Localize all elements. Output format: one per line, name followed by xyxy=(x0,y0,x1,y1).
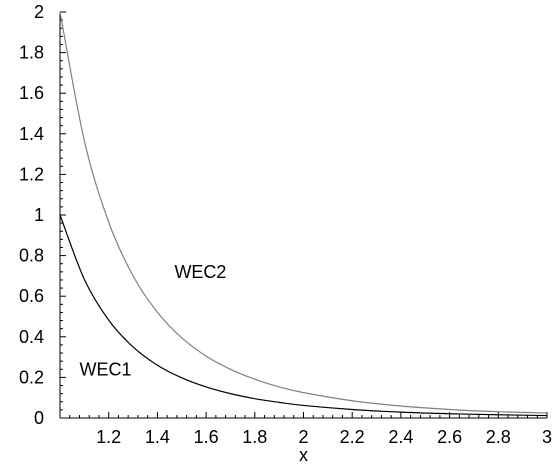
x-tick-label: 2.8 xyxy=(486,427,511,447)
series-line-wec2 xyxy=(59,11,548,414)
x-tick-label: 1.2 xyxy=(96,427,121,447)
x-tick-label: 2.2 xyxy=(340,427,365,447)
x-tick-label: 3 xyxy=(542,427,552,447)
y-tick-label: 0 xyxy=(34,408,44,428)
axes xyxy=(59,11,548,419)
y-tick-label: 1.2 xyxy=(19,164,44,184)
y-tick-label: 1.6 xyxy=(19,83,44,103)
y-tick-label: 0.8 xyxy=(19,246,44,266)
y-tick-label: 0.2 xyxy=(19,367,44,387)
curves xyxy=(59,11,548,417)
y-tick-label: 1 xyxy=(34,205,44,225)
labels: 0 0.2 0.4 0.6 0.8 1 1.2 1.4 1.6 1.8 2 1.2 1.4 1.6 1.8 2… xyxy=(19,2,552,464)
series-line-wec1 xyxy=(59,214,548,417)
series-label-wec1: WEC1 xyxy=(79,359,131,379)
y-tick-label: 1.4 xyxy=(19,124,44,144)
series-label-wec2: WEC2 xyxy=(174,262,226,282)
y-tick-label: 0.6 xyxy=(19,286,44,306)
x-tick-label: 2 xyxy=(298,427,308,447)
x-tick-label: 1.8 xyxy=(242,427,267,447)
x-axis-title: x xyxy=(299,445,308,464)
x-tick-label: 1.6 xyxy=(194,427,219,447)
x-tick-label: 1.4 xyxy=(145,427,170,447)
y-tick-label: 0.4 xyxy=(19,327,44,347)
x-tick-label: 2.6 xyxy=(437,427,462,447)
y-tick-label: 1.8 xyxy=(19,43,44,63)
x-tick-label: 2.4 xyxy=(388,427,413,447)
y-tick-label: 2 xyxy=(34,2,44,22)
